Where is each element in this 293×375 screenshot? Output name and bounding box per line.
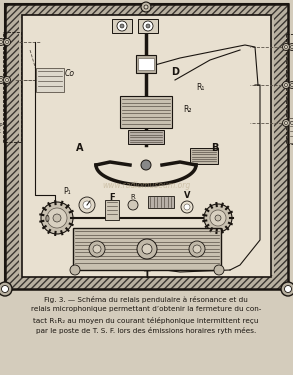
Circle shape — [282, 120, 289, 126]
Bar — [105, 200, 119, 220]
Circle shape — [184, 204, 190, 210]
Text: 0: 0 — [45, 214, 50, 223]
Text: tact R₁R₂ au moyen du courant téléphonique intermittent reçu: tact R₁R₂ au moyen du courant téléphoniq… — [33, 317, 259, 324]
Bar — [138, 19, 158, 33]
Circle shape — [193, 245, 201, 253]
Bar — [73, 228, 221, 270]
Circle shape — [128, 200, 138, 210]
Text: R: R — [131, 194, 135, 200]
Text: relais microphonique permettant d’obtenir la fermeture du con-: relais microphonique permettant d’obteni… — [31, 306, 261, 312]
Bar — [286, 34, 293, 144]
Circle shape — [0, 40, 3, 44]
Circle shape — [289, 44, 293, 51]
Circle shape — [143, 21, 153, 31]
Bar — [19, 4, 274, 18]
Bar — [274, 4, 288, 289]
Bar — [148, 196, 174, 208]
Text: www.radiomuseum.org: www.radiomuseum.org — [102, 180, 190, 189]
Circle shape — [146, 24, 150, 28]
Circle shape — [4, 39, 11, 45]
Circle shape — [6, 40, 8, 44]
Circle shape — [0, 76, 4, 84]
Circle shape — [6, 78, 8, 81]
Bar — [289, 118, 293, 143]
Circle shape — [141, 160, 151, 170]
Bar — [5, 4, 19, 289]
Circle shape — [285, 285, 292, 292]
Bar — [5, 4, 288, 289]
Circle shape — [290, 84, 293, 87]
Text: A: A — [76, 143, 84, 153]
Circle shape — [289, 120, 293, 126]
Circle shape — [4, 76, 11, 84]
Bar — [120, 96, 172, 128]
Bar — [128, 130, 164, 144]
Circle shape — [137, 239, 157, 259]
Circle shape — [0, 78, 3, 81]
Text: D: D — [171, 67, 179, 77]
Circle shape — [47, 208, 67, 228]
Circle shape — [83, 201, 91, 209]
Bar — [19, 275, 274, 289]
Circle shape — [0, 282, 12, 296]
Text: P₁: P₁ — [63, 188, 71, 196]
Circle shape — [1, 285, 8, 292]
Bar — [138, 58, 154, 70]
Circle shape — [214, 265, 224, 275]
Bar — [3, 32, 21, 142]
Circle shape — [79, 197, 95, 213]
Bar — [36, 68, 64, 92]
Circle shape — [89, 241, 105, 257]
Circle shape — [204, 204, 232, 232]
Text: F: F — [109, 192, 115, 201]
Text: V: V — [184, 192, 190, 201]
Circle shape — [281, 282, 293, 296]
Circle shape — [120, 24, 124, 28]
Circle shape — [282, 81, 289, 88]
Circle shape — [181, 201, 193, 213]
Circle shape — [142, 244, 152, 254]
Circle shape — [117, 21, 127, 31]
Circle shape — [0, 39, 4, 45]
Text: Co: Co — [65, 69, 75, 78]
Circle shape — [282, 44, 289, 51]
Circle shape — [210, 210, 226, 226]
Circle shape — [285, 45, 287, 48]
Circle shape — [141, 2, 151, 12]
Circle shape — [144, 5, 148, 9]
Circle shape — [41, 202, 73, 234]
Circle shape — [290, 45, 293, 48]
Circle shape — [285, 84, 287, 87]
Bar — [22, 15, 271, 277]
Circle shape — [53, 214, 61, 222]
Circle shape — [289, 81, 293, 88]
Circle shape — [93, 245, 101, 253]
Text: Fig. 3. — Schéma du relais pendulaire à résonance et du: Fig. 3. — Schéma du relais pendulaire à … — [44, 296, 248, 303]
Text: par le poste de T. S. F. lors des émissions horaires ryth mées.: par le poste de T. S. F. lors des émissi… — [36, 327, 256, 334]
Circle shape — [285, 122, 287, 124]
Text: R₂: R₂ — [183, 105, 191, 114]
Bar — [190, 148, 218, 164]
Text: Recep
T.S.F.: Recep T.S.F. — [0, 122, 4, 134]
Circle shape — [215, 215, 221, 221]
Text: R₁: R₁ — [196, 84, 204, 93]
Circle shape — [290, 122, 293, 124]
Text: B: B — [211, 143, 219, 153]
Circle shape — [70, 265, 80, 275]
Circle shape — [189, 241, 205, 257]
Bar — [5, 4, 288, 289]
Bar — [112, 19, 132, 33]
Bar — [136, 55, 156, 73]
Text: T: T — [144, 270, 150, 280]
